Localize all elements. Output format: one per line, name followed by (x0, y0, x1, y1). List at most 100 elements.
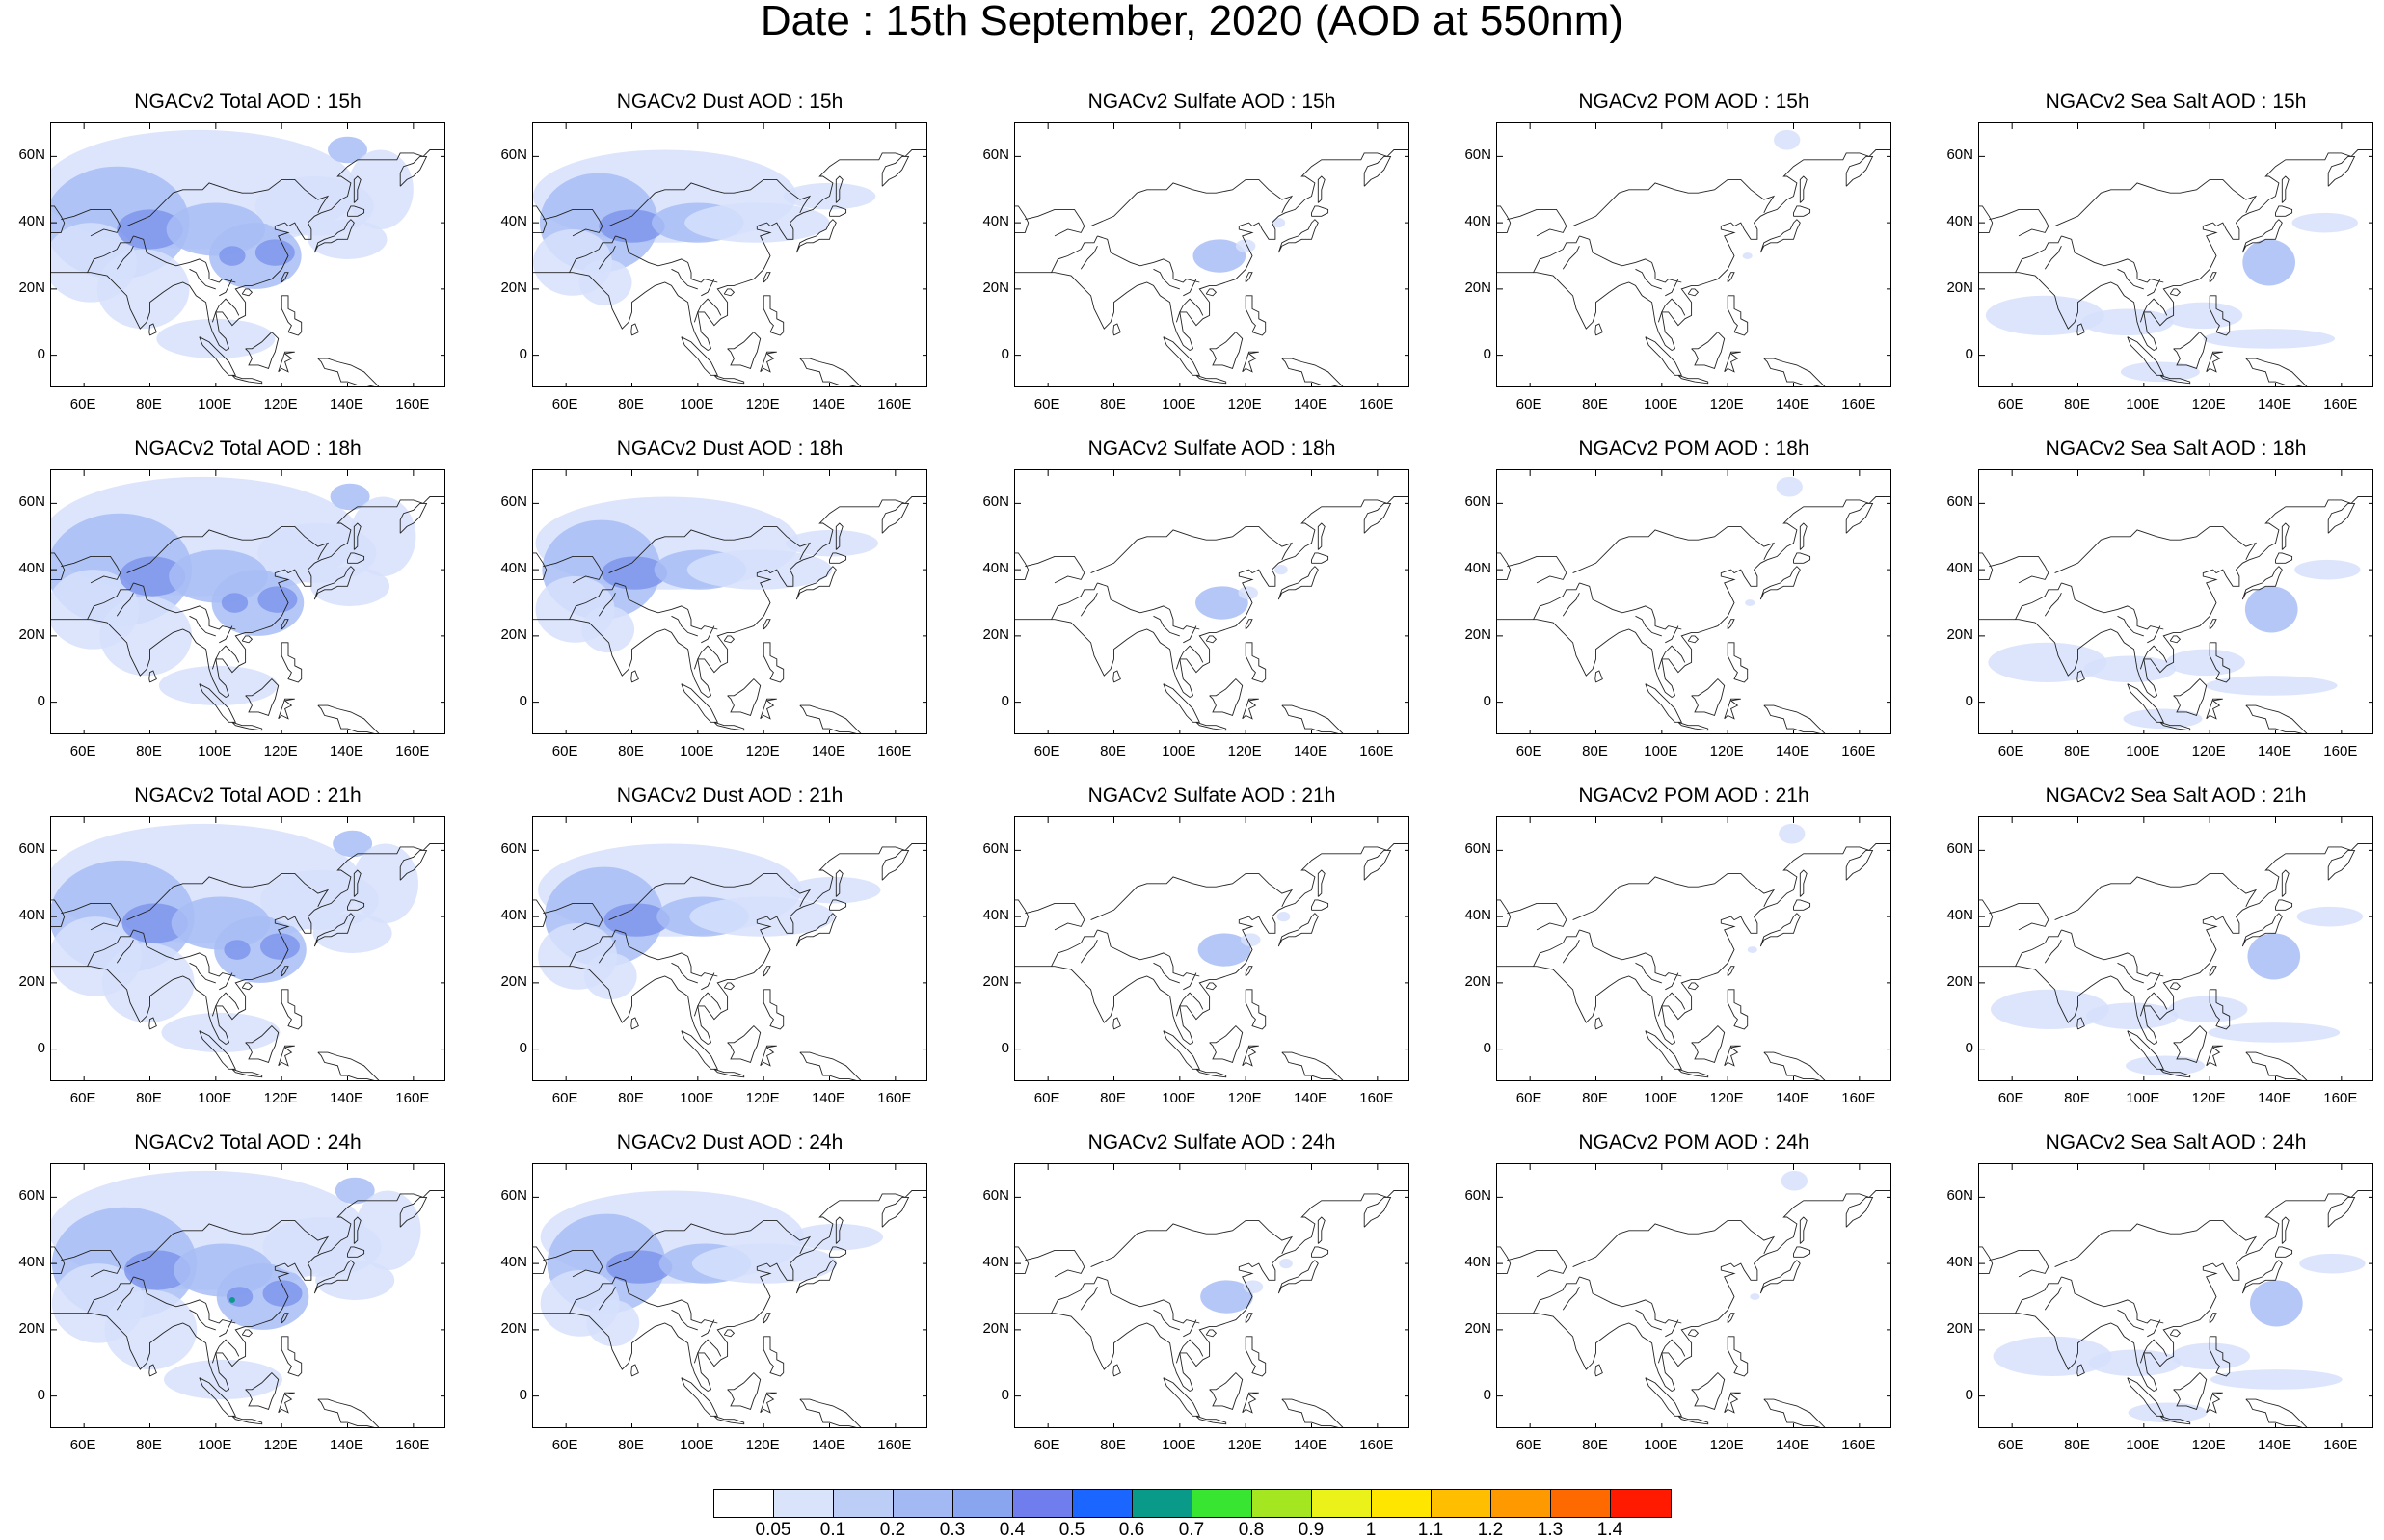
coastline (1209, 1024, 1244, 1063)
aod-shading (1279, 1258, 1293, 1269)
coastline (671, 962, 698, 984)
lon-tick-label: 100E (1162, 1437, 1196, 1453)
aod-shading (578, 258, 632, 306)
coastline (1727, 272, 1735, 283)
lat-tick-label: 40N (982, 1254, 1009, 1271)
lat-tick-label: 40N (982, 560, 1009, 577)
colorbar-label: 1.4 (1596, 1520, 1623, 1540)
lat-tick-label: 60N (18, 1187, 45, 1205)
colorbar-label: 1 (1365, 1520, 1377, 1540)
aod-shading (350, 496, 416, 576)
lat-tick-label: 60N (500, 840, 527, 858)
colorbar-swatch (1312, 1490, 1372, 1517)
aod-shading (1742, 252, 1753, 259)
coastline (543, 555, 603, 584)
lon-tick-label: 140E (2257, 743, 2292, 759)
lon-tick-label: 100E (1644, 743, 1678, 759)
lat-tick-label: 40N (500, 1254, 527, 1271)
coastline (1635, 268, 1662, 290)
panel-title: NGACv2 Dust AOD : 21h (616, 784, 844, 807)
coastline (281, 989, 303, 1030)
aod-shading (262, 1280, 303, 1307)
map-panel-sulfate (1014, 122, 1409, 387)
coastline (727, 677, 762, 716)
colorbar-label: 0.2 (879, 1520, 906, 1540)
coastline (2147, 972, 2161, 991)
lon-tick-label: 100E (1162, 1090, 1196, 1106)
coastline (1277, 219, 1319, 253)
coastline (2015, 929, 2062, 967)
lon-tick-label: 100E (680, 1090, 714, 1106)
coastline (2173, 331, 2208, 369)
aod-shading (691, 1243, 838, 1284)
coastline (1727, 1313, 1735, 1324)
colorbar-swatch (1432, 1490, 1491, 1517)
aod-shading (2244, 586, 2298, 633)
coastline (1317, 869, 1326, 897)
coastline (1090, 525, 1294, 574)
coastline (630, 670, 639, 683)
coastline (231, 1068, 263, 1078)
lat-tick-label: 20N (1946, 279, 1973, 296)
panel-title: NGACv2 Dust AOD : 24h (616, 1131, 844, 1154)
coastline (1097, 1276, 1200, 1324)
lon-tick-label: 60E (1997, 1437, 2024, 1453)
colorbar-swatch (1551, 1490, 1611, 1517)
coastline (313, 219, 355, 253)
coastline (1317, 522, 1326, 550)
lon-tick-label: 140E (2257, 1437, 2292, 1453)
coastline (1242, 698, 1259, 720)
lon-tick-label: 60E (69, 1437, 96, 1453)
coastline (1242, 1045, 1259, 1067)
lon-tick-label: 60E (1997, 743, 2024, 759)
aod-shading (2242, 239, 2295, 286)
lon-tick-label: 160E (395, 396, 430, 412)
aod-shading (2120, 361, 2200, 383)
coastline (2275, 552, 2293, 564)
coastline (763, 966, 771, 977)
aod-shading (586, 1299, 640, 1347)
lon-tick-label: 100E (1162, 743, 1196, 759)
lon-tick-label: 120E (745, 1090, 780, 1106)
lat-tick-label: 20N (18, 1319, 45, 1337)
colorbar-swatch (1133, 1490, 1192, 1517)
lon-tick-label: 120E (1227, 1437, 1262, 1453)
lon-tick-label: 60E (1515, 396, 1542, 412)
aod-shading (352, 843, 418, 923)
coastline (1195, 721, 1227, 731)
panel-title: NGACv2 Total AOD : 18h (134, 438, 362, 460)
colorbar-label: 0.8 (1238, 1520, 1265, 1540)
coastline (116, 1287, 134, 1311)
lat-tick-label: 20N (500, 1319, 527, 1337)
coastline (1665, 1319, 1679, 1338)
lon-tick-label: 60E (551, 1437, 578, 1453)
lat-tick-label: 20N (1464, 1319, 1491, 1337)
coastline (353, 869, 362, 897)
panel-title: NGACv2 POM AOD : 21h (1578, 784, 1809, 807)
colorbar-swatch (894, 1490, 953, 1517)
coastline (1051, 929, 1098, 967)
coastline (2054, 525, 2258, 574)
lat-tick-label: 20N (1946, 625, 1973, 643)
aod-shading (1200, 1280, 1253, 1314)
map-canvas (1015, 123, 1408, 386)
colorbar-label: 1.2 (1477, 1520, 1504, 1540)
coastline (1579, 582, 1682, 630)
coastline (1363, 155, 1392, 187)
coastline (671, 615, 698, 637)
coastline (1579, 929, 1682, 977)
lon-tick-label: 100E (680, 396, 714, 412)
aod-shading (1276, 911, 1291, 922)
map-panel-seasalt (1978, 122, 2373, 387)
coastline (133, 1276, 236, 1324)
coastline (2327, 849, 2356, 881)
lon-tick-label: 80E (618, 743, 644, 759)
lat-tick-label: 40N (500, 907, 527, 924)
coastline (2241, 913, 2283, 947)
coastline (1112, 1364, 1121, 1377)
aod-shading (1779, 823, 1806, 844)
coastline (51, 496, 444, 699)
coastline (2281, 175, 2290, 203)
coastline (353, 522, 362, 550)
aod-shading (101, 943, 195, 1023)
